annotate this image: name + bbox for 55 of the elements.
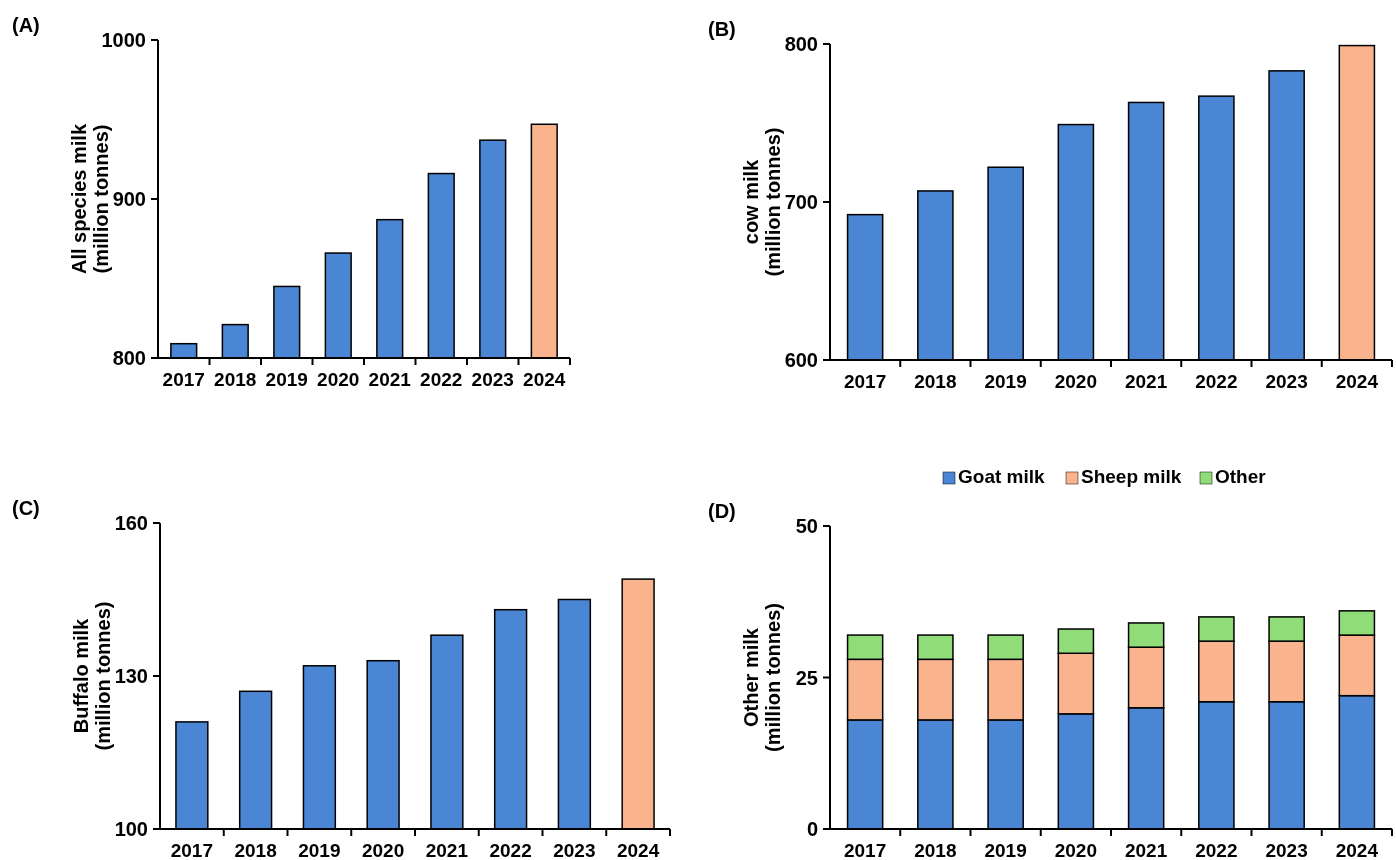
y-axis-title: Buffalo milk (million tonnes)	[70, 601, 114, 751]
y-tick-label: 50	[795, 515, 818, 537]
x-tick-label: 2023	[471, 369, 514, 390]
y-tick-label: 700	[784, 191, 818, 213]
x-tick-label: 2018	[914, 840, 957, 860]
y-tick-label: 1000	[101, 29, 146, 51]
legend-label: Sheep milk	[1081, 466, 1182, 487]
x-tick-label: 2020	[1054, 840, 1098, 860]
chart-title: (A)	[12, 14, 40, 36]
chart-title: (C)	[12, 497, 40, 519]
x-tick-label: 2023	[1265, 371, 1308, 392]
x-tick-label: 2021	[425, 840, 469, 860]
x-tick-label: 2023	[1265, 840, 1308, 860]
x-tick-label: 2024	[1335, 371, 1379, 392]
x-tick-label: 2017	[843, 371, 887, 392]
x-tick-label: 2023	[553, 840, 596, 860]
x-tick-label: 2024	[523, 369, 566, 390]
x-tick-label: 2018	[914, 371, 957, 392]
x-tick-label: 2020	[1054, 371, 1098, 392]
x-tick-label: 2024	[616, 840, 660, 860]
y-tick-label: 600	[784, 349, 818, 371]
x-tick-label: 2021	[1124, 371, 1168, 392]
x-tick-label: 2018	[214, 369, 257, 390]
y-tick-label: 25	[795, 666, 818, 689]
y-tick-label: 800	[784, 33, 818, 55]
y-tick-label: 100	[114, 818, 148, 840]
chart-title: (B)	[708, 18, 736, 40]
x-tick-label: 2022	[420, 369, 463, 390]
x-tick-label: 2022	[489, 840, 532, 860]
x-tick-label: 2019	[298, 840, 341, 860]
x-tick-label: 2024	[1335, 840, 1379, 860]
x-tick-label: 2019	[984, 840, 1027, 860]
x-tick-label: 2021	[1124, 840, 1168, 860]
y-axis-title: Other milk (million tonnes)	[740, 603, 784, 752]
x-tick-label: 2017	[170, 840, 214, 860]
x-tick-label: 2019	[265, 369, 308, 390]
x-tick-label: 2018	[234, 840, 277, 860]
x-tick-label: 2017	[843, 840, 887, 860]
y-tick-label: 0	[806, 818, 818, 840]
legend-label: Goat milk	[958, 466, 1046, 487]
x-tick-label: 2020	[317, 369, 360, 390]
x-tick-label: 2021	[368, 369, 412, 390]
x-tick-label: 2019	[984, 371, 1027, 392]
y-tick-label: 800	[112, 347, 146, 369]
y-tick-label: 130	[114, 665, 148, 687]
y-tick-label: 160	[114, 512, 148, 534]
x-tick-label: 2020	[361, 840, 405, 860]
x-tick-label: 2017	[162, 369, 205, 390]
y-axis-title: cow milk (million tonnes)	[740, 127, 784, 277]
x-tick-label: 2022	[1195, 840, 1238, 860]
legend-label: Other	[1215, 466, 1267, 487]
y-tick-label: 900	[112, 188, 146, 210]
y-axis-title: All species milk (million tonnes)	[68, 123, 112, 275]
chart-title: (D)	[708, 500, 736, 522]
x-tick-label: 2022	[1195, 371, 1238, 392]
